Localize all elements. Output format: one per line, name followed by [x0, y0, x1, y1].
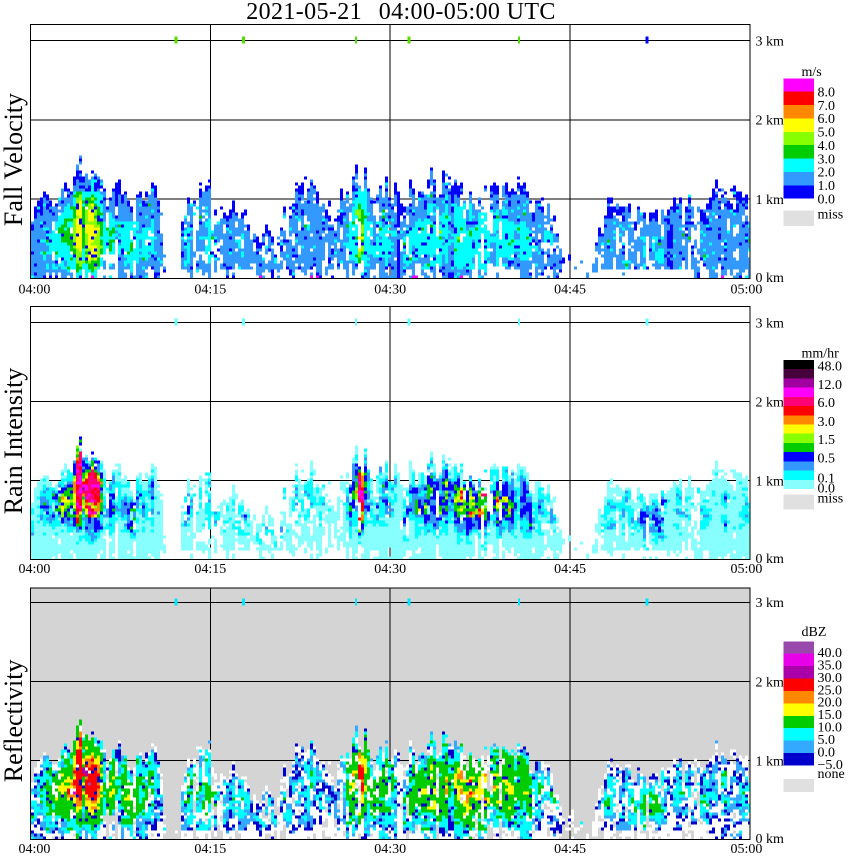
svg-text:Fall Velocity: Fall Velocity — [0, 93, 28, 226]
svg-text:2 km: 2 km — [756, 395, 785, 410]
svg-text:05:00: 05:00 — [731, 283, 763, 298]
svg-text:4.0: 4.0 — [818, 139, 836, 154]
svg-text:8.0: 8.0 — [818, 85, 836, 100]
svg-text:6.0: 6.0 — [818, 396, 836, 411]
svg-text:Rain Intensity: Rain Intensity — [0, 368, 28, 515]
svg-text:0 km: 0 km — [756, 271, 785, 286]
svg-text:04:00: 04:00 — [19, 283, 51, 298]
svg-text:dBZ: dBZ — [802, 625, 827, 640]
svg-text:40.0: 40.0 — [818, 646, 843, 661]
svg-text:3 km: 3 km — [756, 34, 785, 49]
svg-text:6.0: 6.0 — [818, 112, 836, 127]
svg-text:20.0: 20.0 — [818, 696, 843, 711]
svg-text:04:45: 04:45 — [554, 842, 586, 857]
svg-text:1.5: 1.5 — [818, 433, 836, 448]
svg-text:04:15: 04:15 — [194, 283, 226, 298]
svg-text:04:45: 04:45 — [554, 562, 586, 577]
svg-text:12.0: 12.0 — [818, 378, 843, 393]
svg-text:2 km: 2 km — [756, 675, 785, 690]
svg-text:05:00: 05:00 — [731, 842, 763, 857]
svg-text:mm/hr: mm/hr — [802, 346, 840, 361]
svg-text:5.0: 5.0 — [818, 733, 836, 748]
svg-text:04:30: 04:30 — [374, 842, 406, 857]
svg-text:04:45: 04:45 — [554, 283, 586, 298]
svg-text:04:00: 04:00 — [19, 562, 51, 577]
svg-text:2.0: 2.0 — [818, 166, 836, 181]
svg-text:miss: miss — [818, 491, 844, 506]
svg-text:0 km: 0 km — [756, 832, 785, 847]
svg-text:05:00: 05:00 — [731, 562, 763, 577]
svg-text:04:00: 04:00 — [19, 842, 51, 857]
svg-text:2 km: 2 km — [756, 114, 785, 129]
svg-text:3.0: 3.0 — [818, 415, 836, 430]
svg-text:04:30: 04:30 — [374, 283, 406, 298]
svg-text:1.0: 1.0 — [818, 179, 836, 194]
svg-text:15.0: 15.0 — [818, 708, 843, 723]
svg-text:0.0: 0.0 — [818, 481, 836, 496]
svg-text:miss: miss — [818, 207, 844, 222]
svg-text:25.0: 25.0 — [818, 683, 843, 698]
svg-text:0.1: 0.1 — [818, 471, 836, 486]
svg-text:04:30: 04:30 — [374, 562, 406, 577]
svg-text:7.0: 7.0 — [818, 99, 836, 114]
svg-text:04:15: 04:15 — [194, 562, 226, 577]
svg-text:0.5: 0.5 — [818, 451, 836, 466]
svg-text:1 km: 1 km — [756, 754, 785, 769]
svg-text:30.0: 30.0 — [818, 671, 843, 686]
svg-text:48.0: 48.0 — [818, 359, 843, 374]
svg-text:0.0: 0.0 — [818, 745, 836, 760]
svg-text:0 km: 0 km — [756, 552, 785, 567]
svg-text:3 km: 3 km — [756, 316, 785, 331]
svg-text:3.0: 3.0 — [818, 152, 836, 167]
svg-text:2021-05-21 04:00-05:00 UTC: 2021-05-21 04:00-05:00 UTC — [246, 0, 556, 25]
svg-text:5.0: 5.0 — [818, 126, 836, 141]
svg-text:Reflectivity: Reflectivity — [0, 660, 28, 783]
svg-text:3 km: 3 km — [756, 596, 785, 611]
svg-text:10.0: 10.0 — [818, 721, 843, 736]
svg-text:04:15: 04:15 — [194, 842, 226, 857]
svg-text:none: none — [818, 767, 845, 782]
svg-text:35.0: 35.0 — [818, 658, 843, 673]
svg-text:1 km: 1 km — [756, 193, 785, 208]
svg-text:m/s: m/s — [802, 65, 822, 80]
svg-text:1 km: 1 km — [756, 474, 785, 489]
svg-text:0.0: 0.0 — [818, 192, 836, 207]
svg-text:−5.0: −5.0 — [818, 758, 843, 773]
